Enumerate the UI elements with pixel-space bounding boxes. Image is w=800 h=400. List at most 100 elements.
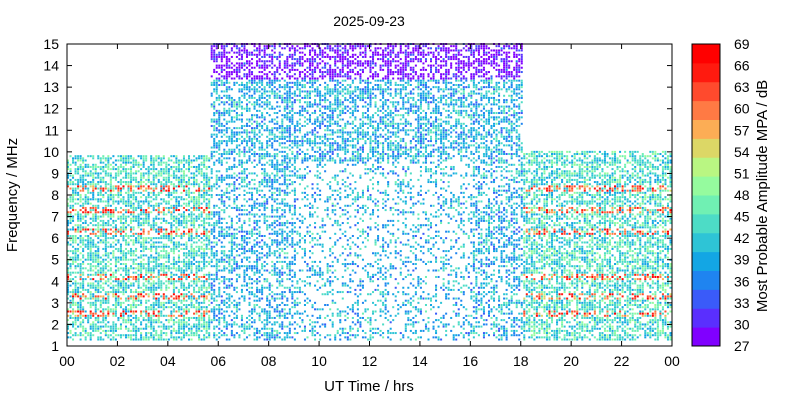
heatmap-cell [256, 47, 259, 50]
heatmap-cell [273, 79, 276, 82]
heatmap-cell [84, 183, 87, 186]
heatmap-cell [112, 198, 115, 201]
heatmap-cell [155, 301, 158, 304]
heatmap-cell [205, 265, 208, 268]
heatmap-cell [203, 327, 206, 330]
heatmap-cell [243, 83, 246, 86]
heatmap-cell [266, 256, 269, 259]
heatmap-cell [165, 260, 168, 263]
heatmap-cell [203, 209, 206, 212]
heatmap-cell [175, 241, 178, 244]
heatmap-cell [140, 183, 143, 186]
heatmap-cell [137, 241, 140, 244]
heatmap-cell [253, 172, 256, 175]
heatmap-cell [72, 204, 75, 207]
heatmap-cell [87, 211, 90, 214]
heatmap-cell [142, 172, 145, 175]
heatmap-cell [94, 323, 97, 326]
heatmap-cell [79, 155, 82, 158]
heatmap-cell [238, 96, 241, 99]
heatmap-cell [155, 196, 158, 199]
heatmap-cell [235, 112, 238, 115]
heatmap-cell [119, 170, 122, 173]
heatmap-cell [130, 275, 133, 278]
heatmap-cell [268, 286, 271, 289]
heatmap-cell [223, 49, 226, 52]
heatmap-cell [278, 189, 281, 192]
heatmap-cell [243, 222, 246, 225]
heatmap-cell [223, 148, 226, 151]
heatmap-cell [175, 329, 178, 332]
heatmap-cell [155, 209, 158, 212]
heatmap-cell [172, 215, 175, 218]
heatmap-cell [245, 336, 248, 339]
heatmap-cell [107, 165, 110, 168]
heatmap-cell [271, 306, 274, 309]
heatmap-cell [130, 319, 133, 322]
heatmap-cell [195, 232, 198, 235]
heatmap-cell [89, 185, 92, 188]
heatmap-cell [245, 200, 248, 203]
heatmap-cell [276, 306, 279, 309]
heatmap-cell [215, 254, 218, 257]
heatmap-cell [230, 310, 233, 313]
heatmap-cell [185, 267, 188, 270]
heatmap-cell [258, 124, 261, 127]
heatmap-cell [218, 321, 221, 324]
heatmap-cell [205, 312, 208, 315]
heatmap-cell [114, 178, 117, 181]
heatmap-cell [180, 170, 183, 173]
heatmap-cell [205, 174, 208, 177]
heatmap-cell [130, 217, 133, 220]
heatmap-cell [140, 312, 143, 315]
heatmap-cell [261, 105, 264, 108]
heatmap-cell [263, 47, 266, 50]
heatmap-cell [94, 204, 97, 207]
heatmap-cell [135, 181, 138, 184]
heatmap-cell [185, 222, 188, 225]
heatmap-cell [223, 150, 226, 153]
heatmap-cell [147, 181, 150, 184]
heatmap-cell [251, 245, 254, 248]
heatmap-cell [82, 273, 85, 276]
heatmap-cell [94, 211, 97, 214]
heatmap-cell [170, 299, 173, 302]
heatmap-cell [215, 150, 218, 153]
heatmap-cell [266, 112, 269, 115]
heatmap-cell [107, 224, 110, 227]
heatmap-cell [253, 299, 256, 302]
heatmap-cell [109, 334, 112, 337]
heatmap-cell [188, 209, 191, 212]
heatmap-cell [99, 234, 102, 237]
heatmap-cell [245, 265, 248, 268]
heatmap-cell [198, 275, 201, 278]
heatmap-cell [94, 163, 97, 166]
heatmap-cell [258, 105, 261, 108]
heatmap-cell [256, 256, 259, 259]
heatmap-cell [193, 247, 196, 250]
heatmap-cell [276, 165, 279, 168]
heatmap-cell [230, 269, 233, 272]
heatmap-cell [117, 174, 120, 177]
heatmap-cell [266, 314, 269, 317]
heatmap-cell [162, 297, 165, 300]
heatmap-cell [243, 137, 246, 140]
heatmap-cell [273, 73, 276, 76]
heatmap-cell [190, 198, 193, 201]
heatmap-cell [155, 332, 158, 335]
heatmap-cell [223, 217, 226, 220]
heatmap-cell [245, 241, 248, 244]
heatmap-cell [140, 200, 143, 203]
heatmap-cell [89, 228, 92, 231]
heatmap-cell [208, 187, 211, 190]
heatmap-cell [170, 295, 173, 298]
heatmap-cell [185, 245, 188, 248]
heatmap-cell [94, 316, 97, 319]
heatmap-cell [188, 191, 191, 194]
heatmap-cell [238, 75, 241, 78]
heatmap-cell [140, 263, 143, 266]
heatmap-cell [276, 194, 279, 196]
heatmap-cell [215, 219, 218, 222]
heatmap-cell [132, 260, 135, 263]
heatmap-cell [213, 310, 216, 313]
